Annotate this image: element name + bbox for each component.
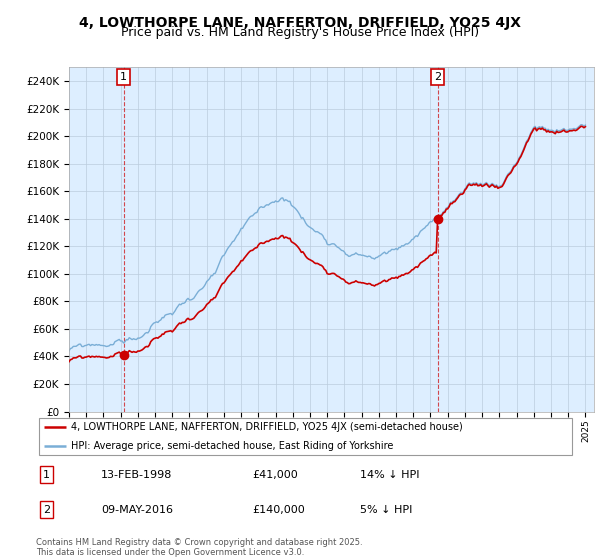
Text: 2: 2 — [43, 505, 50, 515]
Text: 1: 1 — [120, 72, 127, 82]
Text: Price paid vs. HM Land Registry's House Price Index (HPI): Price paid vs. HM Land Registry's House … — [121, 26, 479, 39]
Text: 1: 1 — [43, 470, 50, 479]
Text: 5% ↓ HPI: 5% ↓ HPI — [360, 505, 412, 515]
Text: 14% ↓ HPI: 14% ↓ HPI — [360, 470, 419, 479]
FancyBboxPatch shape — [39, 418, 572, 455]
Text: 4, LOWTHORPE LANE, NAFFERTON, DRIFFIELD, YO25 4JX (semi-detached house): 4, LOWTHORPE LANE, NAFFERTON, DRIFFIELD,… — [71, 422, 463, 432]
Text: HPI: Average price, semi-detached house, East Riding of Yorkshire: HPI: Average price, semi-detached house,… — [71, 441, 394, 450]
Text: £140,000: £140,000 — [252, 505, 305, 515]
Text: 4, LOWTHORPE LANE, NAFFERTON, DRIFFIELD, YO25 4JX: 4, LOWTHORPE LANE, NAFFERTON, DRIFFIELD,… — [79, 16, 521, 30]
Text: Contains HM Land Registry data © Crown copyright and database right 2025.
This d: Contains HM Land Registry data © Crown c… — [36, 538, 362, 557]
Text: 09-MAY-2016: 09-MAY-2016 — [101, 505, 173, 515]
Text: 13-FEB-1998: 13-FEB-1998 — [101, 470, 172, 479]
Text: £41,000: £41,000 — [252, 470, 298, 479]
Text: 2: 2 — [434, 72, 441, 82]
